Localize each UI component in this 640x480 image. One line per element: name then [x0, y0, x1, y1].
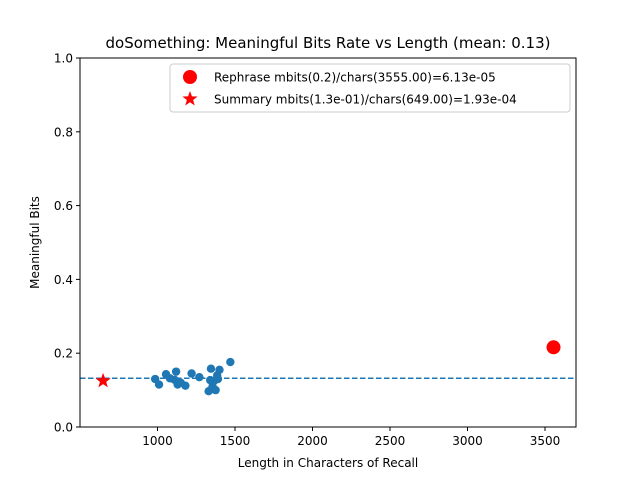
data-point [213, 374, 223, 384]
y-tick-label: 0.2 [54, 347, 73, 361]
rephrase-point [546, 340, 561, 355]
x-tick-label: 1000 [142, 434, 173, 448]
axes-frame [79, 57, 577, 428]
x-tick-label: 3000 [452, 434, 483, 448]
x-tick-label: 3500 [530, 434, 561, 448]
y-tick-label: 0.0 [54, 421, 73, 435]
data-point [226, 357, 235, 367]
data-point [187, 369, 196, 378]
legend-label-rephrase: Rephrase mbits(0.2)/chars(3555.00)=6.13e… [214, 71, 496, 85]
x-axis-label: Length in Characters of Recall [238, 456, 418, 470]
legend-box [169, 63, 571, 113]
data-point [195, 372, 204, 382]
data-point [171, 367, 181, 376]
y-tick-label: 0.8 [54, 125, 73, 139]
legend-marker-summary [182, 91, 198, 106]
legend-label-summary: Summary mbits(1.3e-01)/chars(649.00)=1.9… [214, 93, 517, 107]
legend-marker-rephrase [183, 70, 197, 84]
y-tick-label: 1.0 [54, 52, 73, 66]
x-tick-label: 2000 [297, 434, 328, 448]
data-point [206, 364, 216, 373]
data-point [181, 381, 190, 390]
x-axis: 1000 1500 2000 2500 3000 3500 [142, 427, 560, 448]
x-tick-label: 2500 [375, 434, 406, 448]
data-point [215, 365, 224, 375]
x-tick-label: 1500 [220, 434, 251, 448]
summary-star-point [95, 372, 111, 388]
y-axis: 0.0 0.2 0.4 0.6 0.8 1.0 [54, 52, 80, 435]
chart-title: doSomething: Meaningful Bits Rate vs Len… [106, 34, 551, 52]
data-point [211, 385, 220, 395]
y-tick-label: 0.4 [54, 273, 73, 287]
plot-area [80, 340, 576, 396]
data-point [154, 380, 164, 389]
y-tick-label: 0.6 [54, 199, 73, 213]
legend: Rephrase mbits(0.2)/chars(3555.00)=6.13e… [169, 63, 571, 113]
y-axis-label: Meaningful Bits [28, 196, 42, 289]
